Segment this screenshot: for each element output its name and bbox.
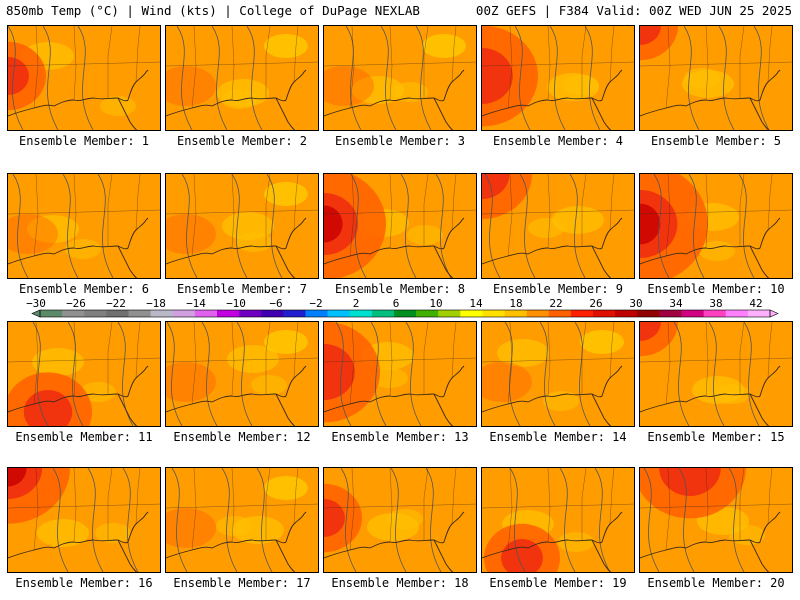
ensemble-member-map (323, 173, 477, 279)
temperature-color-scale: −30 −26 −22 −18 −14 −10 −6 −2 2 6 10 14 18 22 26 30 34 38… (26, 297, 779, 318)
ensemble-member-label: Ensemble Member: 20 (647, 576, 785, 590)
ensemble-member-label: Ensemble Member: 2 (176, 134, 308, 148)
color-scale-tick-label: 2 (353, 297, 360, 310)
color-scale-swatch (637, 310, 660, 317)
ensemble-member-map (639, 467, 793, 573)
ensemble-member-label: Ensemble Member: 13 (331, 430, 469, 444)
color-scale-swatch (570, 310, 594, 317)
color-scale-swatch (703, 310, 727, 317)
ensemble-member-map (165, 467, 319, 573)
color-scale-swatch (371, 310, 395, 317)
color-scale-tick-label: 14 (469, 297, 483, 310)
color-scale-swatch (239, 310, 262, 317)
color-scale-tick-label: −26 (66, 297, 86, 310)
color-scale-tick-label: 42 (749, 297, 762, 310)
color-scale-tick-label: −2 (309, 297, 322, 310)
color-scale-swatch (84, 310, 107, 317)
color-scale-swatch (460, 310, 483, 317)
color-scale-tick-label: −22 (106, 297, 126, 310)
color-scale-tick-label: 18 (509, 297, 522, 310)
color-scale-swatch (548, 310, 572, 317)
color-scale-swatch (615, 310, 638, 317)
ensemble-member-map (639, 321, 793, 427)
ensemble-member-label: Ensemble Member: 5 (650, 134, 782, 148)
ensemble-member-map (481, 321, 635, 427)
color-scale-swatch (194, 310, 218, 317)
ensemble-member-label: Ensemble Member: 11 (15, 430, 153, 444)
ensemble-member-map (323, 321, 477, 427)
ensemble-member-label: Ensemble Member: 19 (489, 576, 627, 590)
color-scale-tick-label: −14 (186, 297, 206, 310)
color-scale-swatch (659, 310, 683, 317)
ensemble-member-label: Ensemble Member: 15 (647, 430, 785, 444)
color-scale-swatch (438, 310, 461, 317)
ensemble-member-label: Ensemble Member: 16 (15, 576, 153, 590)
color-scale-tick-label: 10 (429, 297, 442, 310)
color-scale-swatch (327, 310, 351, 317)
color-scale-swatch (416, 310, 439, 317)
ensemble-member-label: Ensemble Member: 6 (18, 282, 150, 296)
color-scale-tick-label: −18 (146, 297, 166, 310)
color-scale-swatch (393, 310, 417, 317)
ensemble-member-map (165, 321, 319, 427)
ensemble-member-map (323, 467, 477, 573)
ensemble-member-label: Ensemble Member: 9 (492, 282, 624, 296)
ensemble-member-label: Ensemble Member: 10 (647, 282, 785, 296)
ensemble-member-label: Ensemble Member: 18 (331, 576, 469, 590)
color-scale-tick-label: 6 (393, 297, 400, 310)
color-scale-swatch (216, 310, 240, 317)
ensemble-member-label: Ensemble Member: 1 (18, 134, 150, 148)
ensemble-member-map (639, 173, 793, 279)
ensemble-member-map (481, 25, 635, 131)
color-scale-swatch (482, 310, 506, 317)
color-scale-tick-label: −6 (269, 297, 282, 310)
color-scale-left-arrow (31, 309, 41, 318)
color-scale-tick-label: 22 (549, 297, 562, 310)
ensemble-member-map (165, 25, 319, 131)
color-scale-swatch (150, 310, 174, 317)
color-scale-tick-label: 30 (629, 297, 642, 310)
color-scale-swatch (747, 310, 771, 317)
ensemble-member-map (639, 25, 793, 131)
color-scale-right-arrow (769, 309, 779, 318)
color-scale-swatch (725, 310, 749, 317)
color-scale-swatch (283, 310, 306, 317)
color-scale-swatch (504, 310, 528, 317)
color-scale-swatch (593, 310, 616, 317)
color-scale-swatch (172, 310, 196, 317)
color-scale-swatch (261, 310, 284, 317)
ensemble-member-map (7, 467, 161, 573)
ensemble-member-map (7, 173, 161, 279)
ensemble-member-label: Ensemble Member: 17 (173, 576, 311, 590)
ensemble-member-map (7, 25, 161, 131)
color-scale-tick-label: −30 (26, 297, 46, 310)
ensemble-member-map (481, 467, 635, 573)
color-scale-swatch (681, 310, 705, 317)
color-scale-tick-label: 26 (589, 297, 602, 310)
ensemble-member-label: Ensemble Member: 12 (173, 430, 311, 444)
ensemble-member-label: Ensemble Member: 7 (176, 282, 308, 296)
color-scale-swatch (128, 310, 152, 317)
ensemble-member-map (481, 173, 635, 279)
ensemble-member-label: Ensemble Member: 3 (334, 134, 466, 148)
ensemble-member-label: Ensemble Member: 8 (334, 282, 466, 296)
model-run-valid-time: 00Z GEFS | F384 Valid: 00Z WED JUN 25 20… (475, 3, 792, 18)
color-scale-swatch (106, 310, 129, 317)
color-scale-tick-label: −10 (226, 297, 246, 310)
map-title: 850mb Temp (°C) | Wind (kts) | College o… (6, 3, 420, 18)
color-scale-tick-label: 38 (709, 297, 722, 310)
color-scale-swatch (526, 310, 550, 317)
color-scale-tick-label: 34 (669, 297, 683, 310)
color-scale-swatch (349, 310, 373, 317)
color-scale-swatch (62, 310, 85, 317)
color-scale-swatch (40, 310, 63, 317)
ensemble-member-label: Ensemble Member: 14 (489, 430, 627, 444)
ensemble-member-map (165, 173, 319, 279)
ensemble-member-map (7, 321, 161, 427)
ensemble-member-map (323, 25, 477, 131)
ensemble-member-label: Ensemble Member: 4 (492, 134, 624, 148)
color-scale-swatch (305, 310, 329, 317)
